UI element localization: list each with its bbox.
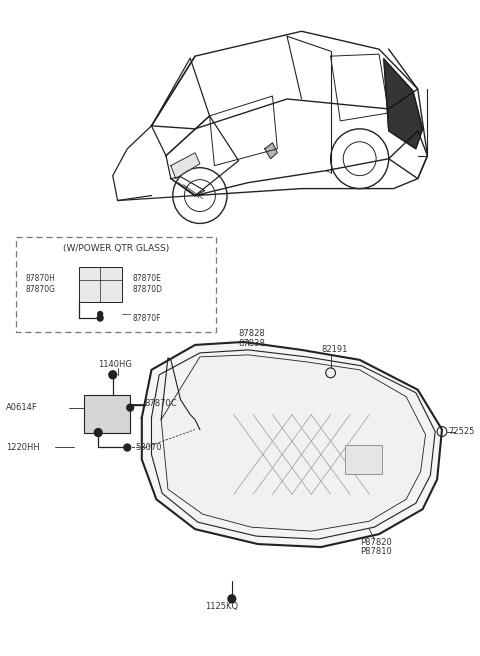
Polygon shape xyxy=(384,59,422,149)
Text: P87810: P87810 xyxy=(360,546,391,556)
Text: 87828: 87828 xyxy=(239,329,265,338)
Polygon shape xyxy=(161,355,425,531)
Polygon shape xyxy=(265,143,277,159)
Text: A0614F: A0614F xyxy=(6,403,38,412)
Text: 72525: 72525 xyxy=(449,427,475,436)
Circle shape xyxy=(124,444,131,451)
Circle shape xyxy=(109,371,117,379)
Text: 1140HG: 1140HG xyxy=(98,360,132,369)
Polygon shape xyxy=(152,350,435,539)
Circle shape xyxy=(98,312,103,317)
Text: 87870D: 87870D xyxy=(132,285,162,294)
Circle shape xyxy=(228,595,236,603)
Text: 1125KQ: 1125KQ xyxy=(205,602,238,611)
Text: 87870E: 87870E xyxy=(132,274,161,283)
Polygon shape xyxy=(142,342,442,547)
Text: 87870F: 87870F xyxy=(132,314,161,323)
Text: (W/POWER QTR GLASS): (W/POWER QTR GLASS) xyxy=(62,244,169,253)
Bar xyxy=(16,237,216,332)
Circle shape xyxy=(95,428,102,436)
Text: 58070: 58070 xyxy=(135,443,161,452)
Bar xyxy=(84,395,130,432)
Circle shape xyxy=(127,404,133,411)
Text: 82191: 82191 xyxy=(321,346,348,354)
Bar xyxy=(345,445,382,474)
Text: 87838: 87838 xyxy=(239,339,265,348)
Text: 87870H: 87870H xyxy=(25,274,56,283)
FancyBboxPatch shape xyxy=(79,267,122,302)
Circle shape xyxy=(97,315,103,321)
Text: 1220HH: 1220HH xyxy=(6,443,40,452)
Text: 87870C: 87870C xyxy=(144,400,177,408)
Text: P87820: P87820 xyxy=(360,537,391,546)
Text: 87870G: 87870G xyxy=(25,285,56,294)
Polygon shape xyxy=(171,153,200,178)
